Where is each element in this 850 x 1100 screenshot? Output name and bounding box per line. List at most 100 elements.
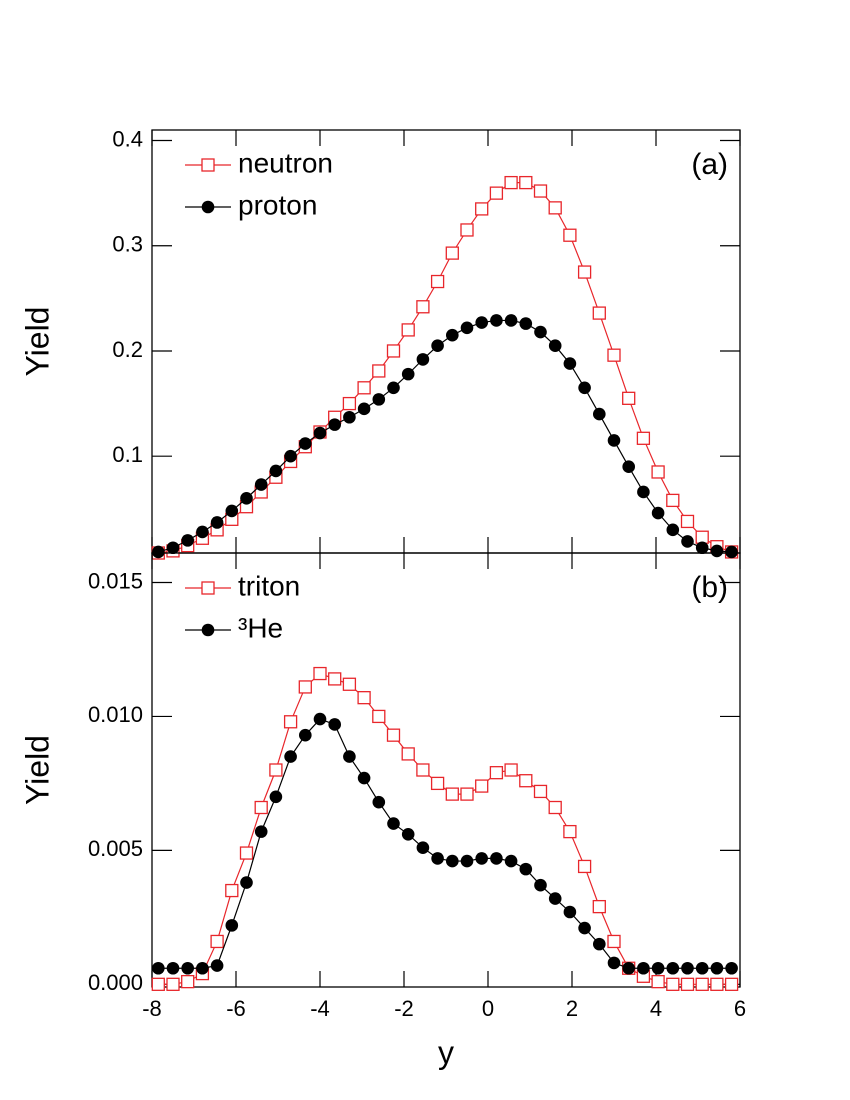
circle-marker [519,862,533,876]
circle-marker [284,449,297,463]
circle-marker [622,961,635,975]
circle-marker [240,491,253,505]
legend-label: proton [238,189,317,220]
circle-marker [416,353,430,366]
x-tick-label: -2 [394,996,414,1021]
square-marker [666,977,680,991]
circle-marker [666,961,680,975]
circle-marker [416,841,430,854]
square-marker [430,776,445,791]
y-axis-label: Yield [19,735,55,805]
circle-marker [446,328,459,342]
square-marker [533,184,548,198]
circle-marker [607,434,621,447]
circle-marker [651,961,665,975]
square-marker [607,348,621,362]
square-marker [666,493,680,508]
circle-marker [152,961,165,975]
square-marker [680,977,695,991]
circle-marker [196,961,209,975]
circle-marker [519,317,533,330]
circle-marker [548,339,562,353]
legend-marker [201,581,215,595]
circle-marker [166,961,180,975]
circle-marker [357,402,371,416]
square-marker [342,677,357,691]
square-marker [475,202,489,216]
square-marker [254,800,268,815]
x-tick-label: -8 [142,996,162,1021]
square-marker [577,265,592,279]
circle-marker [460,854,474,868]
square-marker [313,666,327,681]
square-marker [680,514,695,529]
circle-marker [651,506,665,520]
square-marker [269,763,283,777]
circle-marker [681,535,694,548]
circle-marker [431,852,444,865]
legend-marker [201,200,215,214]
square-marker [416,300,430,314]
square-marker [430,274,445,289]
circle-marker [269,790,283,804]
legend-label: neutron [238,147,333,178]
circle-marker [401,367,415,381]
square-marker [416,763,430,777]
square-marker [298,680,312,694]
y-tick-label: 0.000 [88,970,143,995]
circle-marker [328,718,342,731]
square-marker [210,934,224,949]
x-tick-label: -4 [310,996,330,1021]
circle-marker [372,393,386,406]
circle-marker [637,485,650,499]
square-marker [695,530,709,544]
square-marker [651,974,665,989]
circle-marker [357,771,371,785]
square-marker [563,824,577,839]
circle-marker [593,407,606,421]
x-axis-label: y [438,1034,454,1070]
circle-marker [240,876,253,889]
circle-marker [725,545,738,559]
circle-marker [431,339,444,353]
circle-marker [210,516,224,529]
circle-marker [578,921,591,935]
circle-marker [181,961,194,975]
legend-label: ³He [238,612,283,643]
circle-marker [504,314,518,327]
square-marker [724,977,739,991]
circle-marker [343,410,356,424]
x-tick-label: 6 [734,996,746,1021]
circle-marker [401,827,415,841]
square-marker [636,431,651,445]
square-marker [460,787,474,801]
circle-marker [563,357,577,370]
circle-marker [313,426,327,440]
square-marker [342,396,357,411]
circle-marker [504,854,518,868]
square-marker [622,391,636,405]
square-marker [401,747,415,761]
square-marker [695,977,709,991]
panel-label: (a) [691,148,728,181]
circle-marker [299,728,312,742]
panel-label: (b) [691,571,728,604]
square-marker [651,465,665,479]
square-marker [563,228,577,242]
square-marker [372,709,386,724]
plot-frame [151,552,741,988]
circle-marker [387,381,400,395]
square-marker [607,934,621,949]
circle-marker [622,460,635,474]
circle-marker [548,892,562,905]
circle-marker [460,321,474,335]
legend-label: triton [238,570,300,601]
circle-marker [695,961,709,975]
circle-marker [328,418,342,431]
circle-marker [225,919,239,932]
square-marker [181,974,195,989]
square-marker [592,306,606,320]
circle-marker [372,795,386,809]
legend-marker [201,623,215,637]
square-marker [445,246,459,260]
